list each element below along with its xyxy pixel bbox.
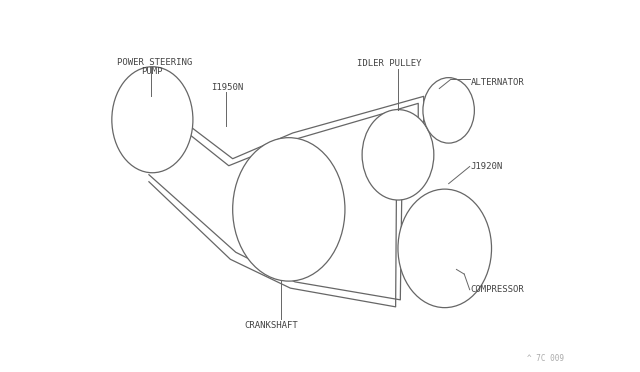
Ellipse shape bbox=[362, 110, 434, 200]
Text: ALTERNATOR: ALTERNATOR bbox=[470, 78, 524, 87]
Text: IDLER PULLEY: IDLER PULLEY bbox=[356, 59, 421, 68]
Text: I1950N: I1950N bbox=[211, 83, 243, 92]
Ellipse shape bbox=[423, 78, 474, 143]
Text: J1920N: J1920N bbox=[470, 162, 503, 171]
Ellipse shape bbox=[112, 67, 193, 173]
Text: ^ 7C 009: ^ 7C 009 bbox=[527, 354, 564, 363]
Text: PUMP: PUMP bbox=[141, 67, 162, 76]
Text: CRANKSHAFT: CRANKSHAFT bbox=[244, 321, 298, 330]
Text: COMPRESSOR: COMPRESSOR bbox=[470, 285, 524, 294]
Text: POWER STEERING: POWER STEERING bbox=[117, 58, 193, 67]
Ellipse shape bbox=[398, 189, 492, 308]
Ellipse shape bbox=[233, 138, 345, 281]
